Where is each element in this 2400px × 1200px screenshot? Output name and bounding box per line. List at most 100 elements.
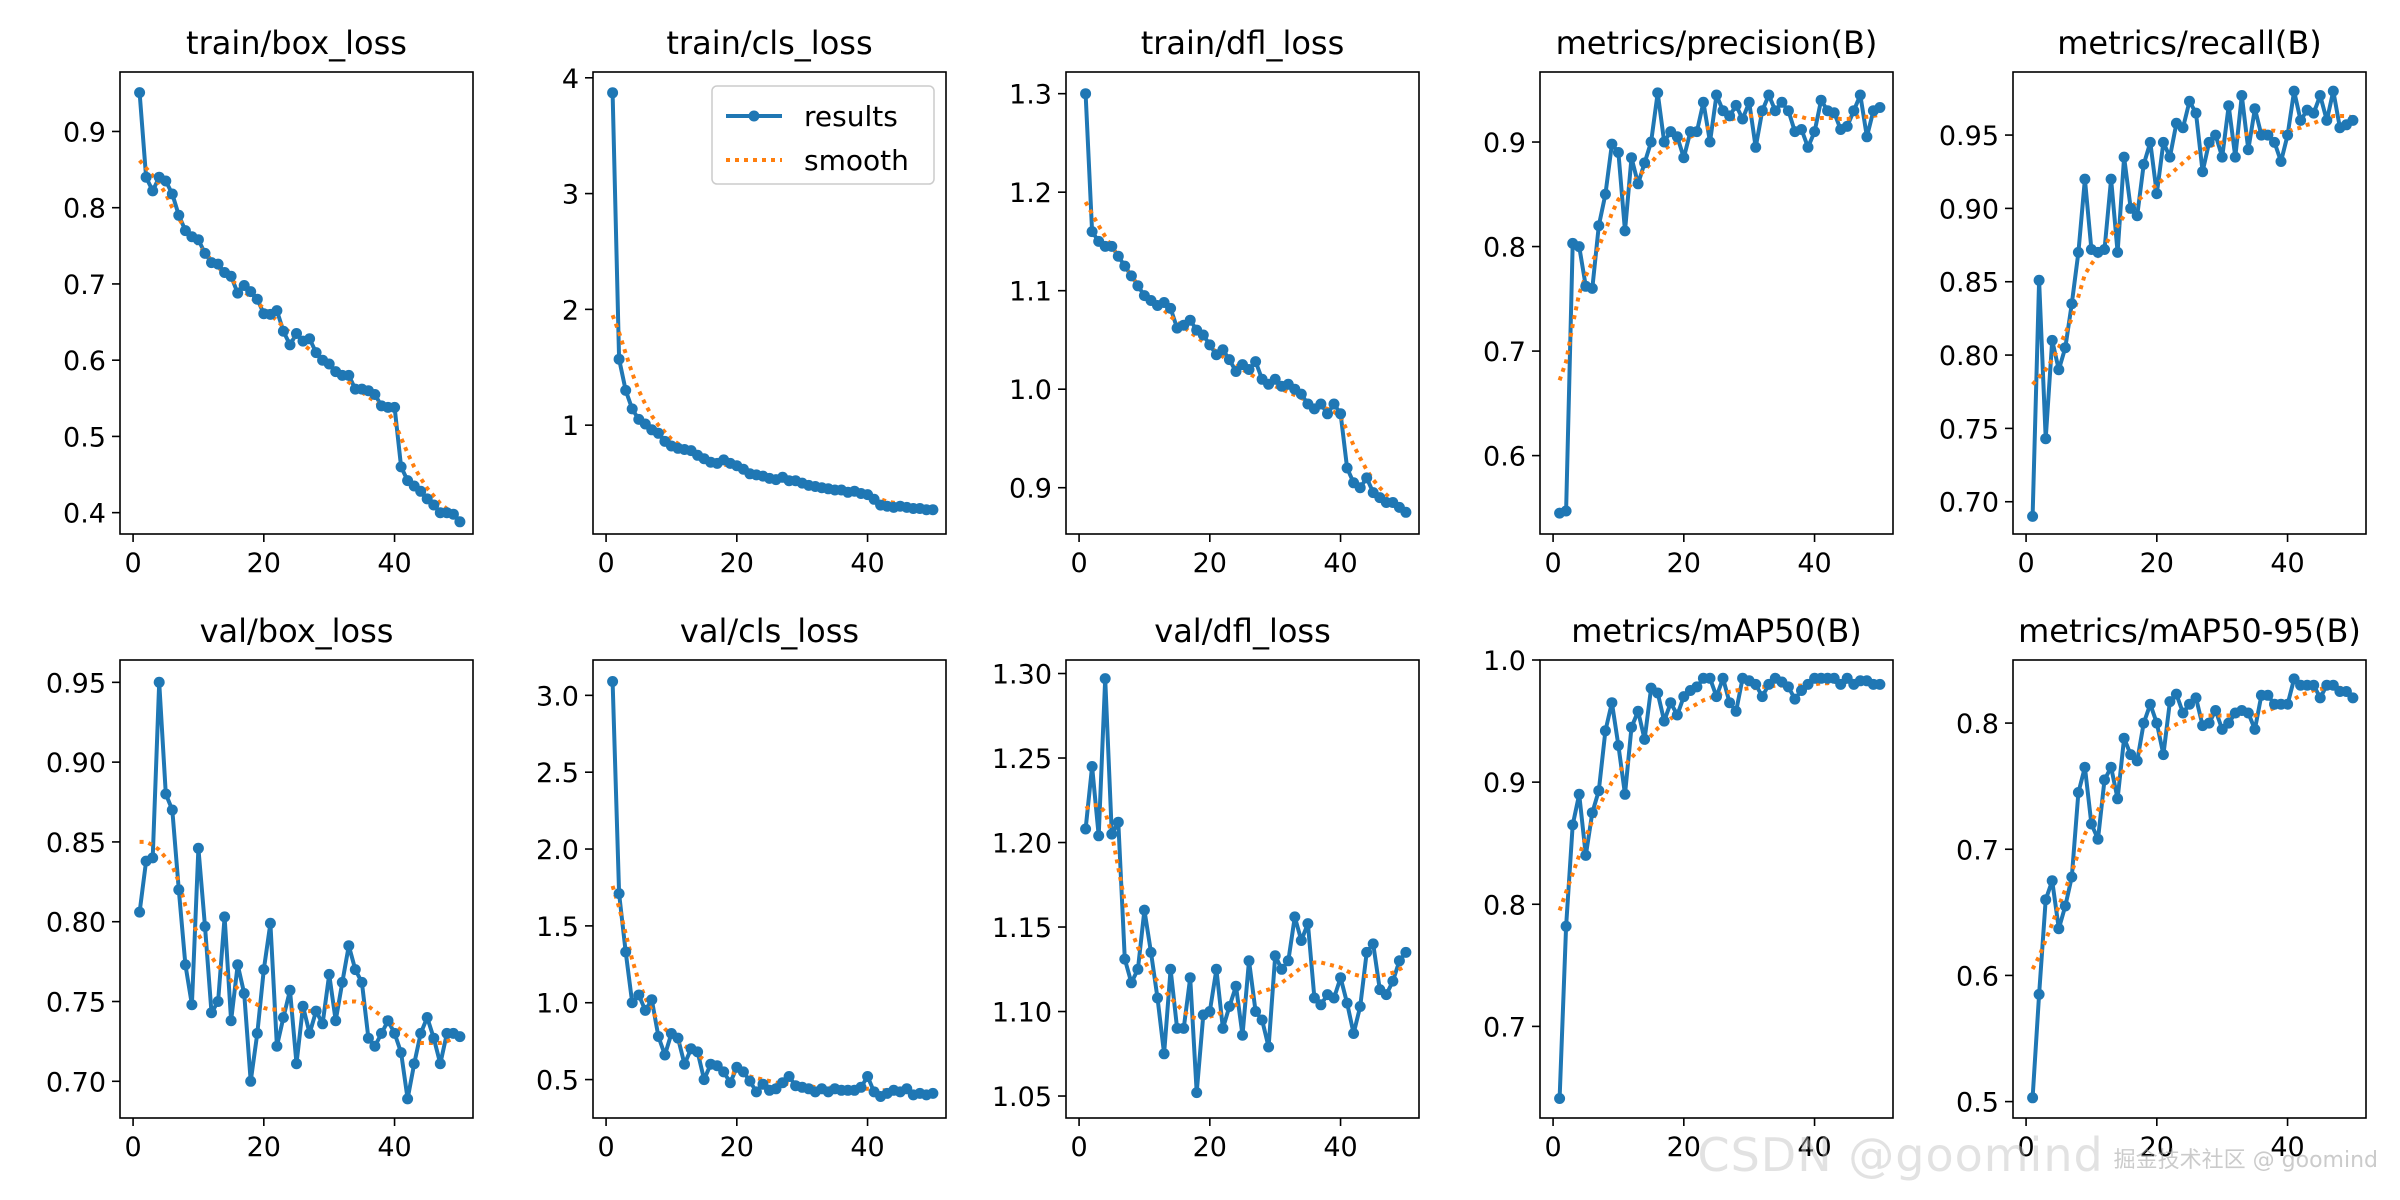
results-data-point: [1671, 709, 1683, 721]
smooth-series-line: [1083, 201, 1407, 511]
results-data-point: [232, 287, 244, 299]
results-data-point: [1691, 126, 1703, 138]
y-tick-label: 0.90: [46, 748, 106, 779]
results-data-point: [1626, 152, 1637, 164]
results-data-point: [323, 968, 335, 980]
results-data-point: [1250, 356, 1262, 368]
results-data-point: [160, 788, 172, 800]
results-data-point: [1730, 99, 1742, 111]
results-data-point: [1756, 105, 1768, 117]
results-data-point: [1828, 107, 1840, 119]
x-tick-label: 20: [1193, 1132, 1227, 1163]
legend: results smooth: [711, 85, 935, 185]
plot-frame: [2012, 659, 2367, 1119]
subplot-title: metrics/precision(B): [1556, 24, 1878, 62]
results-data-point: [349, 964, 361, 976]
results-data-point: [1652, 87, 1664, 99]
smooth-series-line: [1084, 803, 1407, 1021]
results-data-point: [232, 959, 244, 971]
results-data-point: [2118, 151, 2130, 163]
plot-frame: [592, 659, 947, 1119]
subplot-10: metrics/mAP50-95(B) 0 20 40 0.5 0.6 0.7 0.8: [1956, 612, 2367, 1163]
results-data-point: [166, 188, 178, 200]
results-data-point: [1665, 697, 1677, 709]
results-data-point: [1217, 1022, 1229, 1034]
plot-frame: [119, 659, 474, 1119]
subplot-9: metrics/mAP50(B) 0 20 40 0.7 0.8 0.9 1.0: [1483, 612, 1894, 1163]
results-data-point: [2164, 696, 2176, 708]
results-data-point: [1132, 963, 1144, 975]
y-tick-label: 0.6: [1956, 961, 1999, 992]
subplot-1: train/box_loss 0 20 40 0.4 0.5 0.6 0.7 0.8 0.9: [63, 24, 474, 579]
results-data-point: [2308, 679, 2320, 691]
results-data-point: [284, 339, 296, 351]
results-data-point: [166, 804, 178, 816]
results-data-point: [1191, 1087, 1203, 1099]
y-tick-label: 0.8: [1956, 709, 1999, 740]
x-tick-label: 0: [124, 1132, 141, 1163]
results-data-point: [179, 959, 191, 971]
results-data-point: [2144, 136, 2156, 148]
results-data-point: [212, 258, 224, 270]
results-data-point: [633, 989, 645, 1001]
x-tick-label: 0: [2017, 548, 2034, 579]
subplot-title: val/dfl_loss: [1154, 612, 1331, 650]
results-data-point: [291, 1058, 302, 1070]
results-data-point: [395, 461, 407, 473]
results-data-point: [2210, 129, 2222, 141]
results-data-point: [2033, 988, 2045, 1000]
results-data-point: [737, 1066, 749, 1078]
results-data-point: [1158, 1048, 1170, 1060]
results-data-point: [2347, 114, 2359, 126]
results-data-point: [434, 1058, 446, 1070]
subplot-title: train/cls_loss: [666, 24, 872, 62]
results-data-point: [369, 1040, 381, 1052]
results-data-point: [271, 1040, 283, 1052]
results-series-line: [2030, 89, 2355, 517]
x-tick-label: 40: [1797, 1132, 1831, 1163]
results-data-point: [862, 1071, 874, 1082]
x-tick-label: 0: [1070, 1132, 1087, 1163]
results-data-point: [2223, 717, 2235, 729]
results-data-point: [1322, 408, 1333, 420]
results-data-point: [1230, 366, 1242, 377]
watermark-text: 掘金技术社区 @ goomind: [2113, 1148, 2378, 1173]
results-data-point: [1132, 280, 1144, 292]
results-data-point: [698, 1074, 710, 1086]
results-data-point: [428, 1032, 440, 1044]
results-data-point: [1335, 408, 1347, 420]
results-data-point: [1782, 681, 1794, 693]
results-data-point: [284, 984, 296, 996]
results-data-point: [1112, 816, 1124, 828]
results-data-point: [2027, 510, 2039, 522]
results-data-point: [225, 270, 237, 282]
results-data-point: [343, 369, 355, 381]
x-tick-label: 40: [1323, 548, 1357, 579]
results-series-line: [137, 680, 461, 1101]
results-data-point: [1560, 920, 1572, 932]
results-data-point: [626, 997, 638, 1009]
results-data-point: [1400, 946, 1412, 958]
results-data-point: [1750, 678, 1762, 690]
y-tick-label: 1.30: [992, 660, 1052, 691]
results-data-point: [1809, 126, 1821, 138]
results-data-point: [1632, 178, 1644, 190]
y-tick-label: 0.7: [63, 270, 106, 301]
y-tick-label: 0.9: [1483, 768, 1526, 799]
subplot-title: train/box_loss: [186, 24, 407, 62]
results-data-point: [1593, 785, 1605, 797]
results-data-point: [428, 499, 440, 511]
y-tick-label: 0.7: [1483, 1012, 1526, 1043]
results-data-point: [718, 1066, 730, 1078]
plot-frame: [592, 71, 947, 535]
results-data-point: [2131, 210, 2143, 222]
x-tick-label: 40: [2270, 548, 2304, 579]
results-data-point: [692, 1046, 704, 1058]
smooth-series-line: [2031, 114, 2354, 386]
smooth-series-line: [2030, 685, 2354, 971]
results-data-point: [2131, 755, 2143, 767]
results-data-point: [238, 988, 250, 999]
results-data-point: [679, 1058, 690, 1070]
plot-frame: [119, 71, 474, 535]
results-data-point: [1210, 963, 1222, 975]
